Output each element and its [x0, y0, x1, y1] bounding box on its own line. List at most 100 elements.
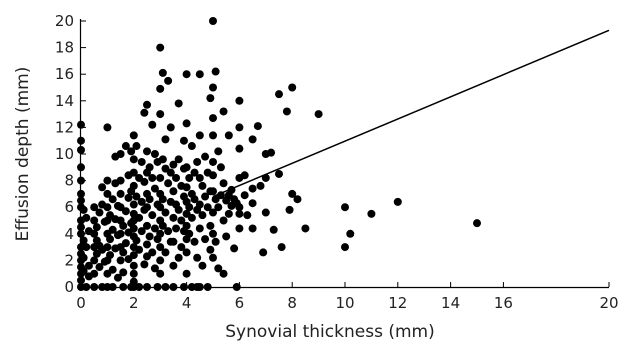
data-point — [108, 225, 117, 234]
data-point — [156, 229, 165, 238]
data-point — [90, 256, 99, 265]
data-point — [187, 213, 196, 222]
data-point — [172, 224, 181, 233]
data-point — [166, 168, 175, 177]
data-point — [190, 237, 199, 246]
data-point — [198, 261, 207, 270]
data-point — [346, 229, 355, 238]
data-point — [174, 253, 183, 262]
data-point — [79, 253, 88, 262]
data-point — [201, 152, 210, 161]
data-point — [121, 142, 130, 151]
data-point — [77, 146, 85, 155]
data-point — [248, 184, 257, 193]
data-point — [79, 236, 88, 245]
data-point — [143, 240, 151, 249]
y-tick-label: 0 — [64, 278, 74, 296]
data-point — [203, 283, 212, 291]
data-point — [277, 243, 286, 252]
data-point — [79, 205, 88, 214]
x-tick-label: 10 — [335, 294, 354, 312]
data-point — [92, 223, 101, 232]
data-point — [282, 107, 291, 116]
data-point — [129, 251, 138, 260]
data-point — [224, 209, 233, 218]
data-point — [224, 131, 233, 140]
data-point — [82, 283, 91, 291]
data-point — [135, 283, 144, 291]
data-point — [267, 148, 276, 157]
regression-line — [212, 29, 610, 198]
data-point — [301, 224, 310, 233]
data-point — [124, 193, 133, 202]
data-point — [95, 263, 104, 272]
y-tick-label: 10 — [55, 145, 74, 163]
data-point — [135, 213, 144, 222]
y-tick-label: 20 — [55, 12, 74, 30]
data-point — [341, 203, 349, 212]
data-point — [209, 83, 217, 92]
data-point — [108, 195, 117, 204]
x-tick-label: 6 — [235, 294, 245, 312]
data-point — [206, 221, 215, 230]
data-point — [164, 179, 173, 188]
data-point — [77, 163, 85, 172]
data-point — [119, 268, 128, 277]
data-point — [195, 283, 204, 291]
data-point — [275, 90, 283, 99]
data-point — [150, 264, 159, 273]
data-point — [256, 181, 265, 190]
data-point — [113, 273, 122, 282]
data-point — [103, 123, 112, 132]
data-point — [248, 135, 257, 144]
data-point — [227, 185, 236, 194]
x-tick-label: 16 — [494, 294, 513, 312]
data-point — [190, 168, 199, 177]
data-point — [179, 283, 188, 291]
data-point — [164, 76, 173, 85]
data-point — [137, 227, 146, 236]
data-point — [156, 203, 165, 212]
x-tick-label: 2 — [129, 294, 139, 312]
data-point — [77, 229, 85, 238]
data-point — [137, 197, 146, 206]
data-point — [143, 147, 151, 156]
data-point — [209, 157, 217, 166]
data-point — [156, 243, 165, 252]
data-point — [235, 224, 244, 233]
data-point — [166, 123, 175, 132]
data-point — [129, 131, 138, 140]
data-point — [288, 189, 297, 198]
data-point — [261, 173, 270, 182]
data-point — [108, 265, 117, 274]
x-ticks: 0 2 4 6 8 10 12 14 16 20 — [76, 282, 619, 312]
data-point — [132, 192, 141, 201]
data-point — [285, 205, 294, 214]
data-point — [143, 283, 151, 291]
data-point — [182, 163, 191, 172]
data-point — [161, 135, 170, 144]
data-point — [156, 269, 165, 278]
data-point — [172, 173, 181, 182]
data-point — [214, 147, 223, 156]
data-point — [116, 229, 125, 238]
data-point — [185, 203, 194, 212]
data-point — [145, 195, 154, 204]
data-point — [116, 189, 125, 198]
data-point — [148, 211, 157, 220]
data-point — [132, 236, 141, 245]
data-point — [169, 160, 178, 169]
data-point — [203, 203, 212, 212]
data-point — [182, 248, 191, 257]
data-point — [240, 191, 249, 200]
data-point — [169, 237, 178, 246]
x-tick-label: 8 — [287, 294, 297, 312]
data-point — [77, 196, 85, 205]
data-point — [185, 173, 194, 182]
data-point — [140, 108, 149, 117]
data-point — [293, 195, 302, 204]
y-tick-label: 18 — [55, 39, 74, 57]
data-point — [164, 227, 173, 236]
data-point — [79, 267, 88, 276]
data-point — [198, 181, 207, 190]
